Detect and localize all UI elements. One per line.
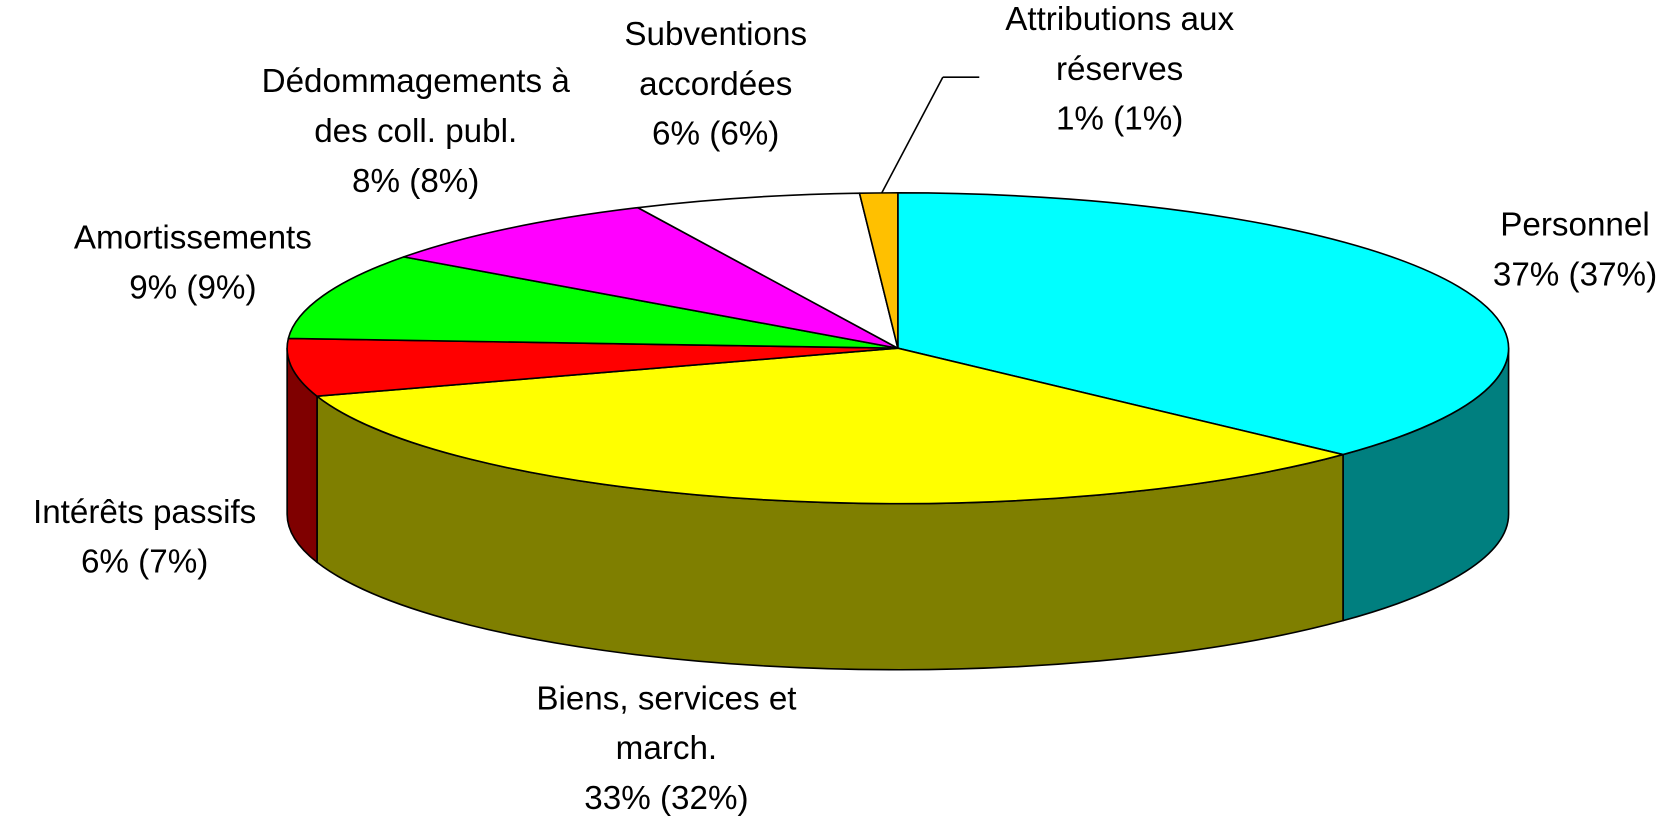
slice-label: Intérêts passifs	[33, 494, 256, 531]
value-label: 6% (6%)	[652, 116, 779, 153]
label-line: Amortissements	[74, 220, 312, 257]
slice-label: Amortissements	[74, 220, 312, 257]
label-line: réserves	[1056, 51, 1183, 88]
label-line: march.	[616, 730, 717, 767]
slice	[287, 256, 899, 350]
value-label: 33% (32%)	[584, 780, 748, 817]
slice-label: Subventions accordées	[624, 16, 807, 103]
label-line: Intérêts passifs	[33, 494, 256, 531]
value-label: 6% (7%)	[81, 544, 208, 581]
label-line: des coll. publ.	[314, 113, 517, 150]
slice	[286, 337, 899, 398]
slice-label: Dédommagements à des coll. publ.	[262, 63, 571, 150]
value-label: 37% (37%)	[1493, 257, 1657, 294]
label-line: Personnel	[1500, 207, 1650, 244]
slice-label: Biens, services et march.	[536, 680, 796, 767]
slice	[316, 347, 1344, 505]
slice	[402, 206, 899, 350]
value-label: 8% (8%)	[352, 163, 479, 200]
pie-tops	[286, 192, 1510, 505]
slice-label: Personnel	[1500, 207, 1650, 244]
value-label: 1% (1%)	[1056, 101, 1183, 138]
label-line: Subventions	[624, 16, 807, 53]
slice-label: Attributions aux réserves	[1005, 1, 1234, 88]
label-line: Dédommagements à	[262, 63, 571, 100]
label-line: Attributions aux	[1005, 1, 1234, 38]
label-line: Biens, services et	[536, 680, 796, 717]
label-line: accordées	[639, 66, 792, 103]
leader-line	[881, 76, 944, 194]
slice	[897, 192, 1510, 456]
slice	[637, 192, 899, 350]
slice	[858, 192, 899, 350]
value-label: 9% (9%)	[129, 269, 256, 306]
